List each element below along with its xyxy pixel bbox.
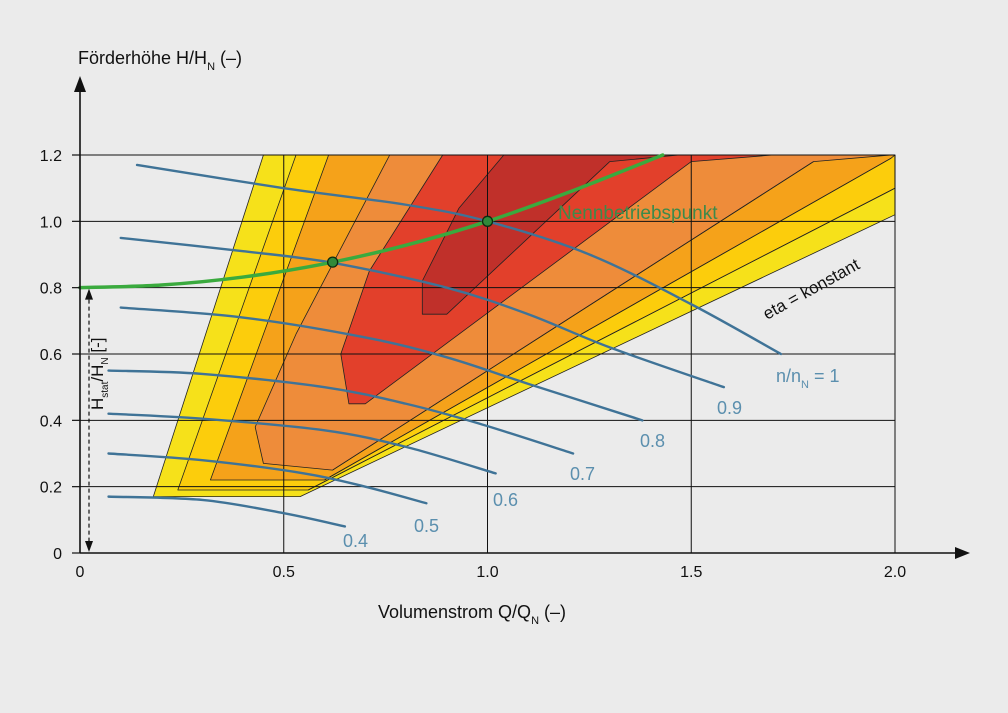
zone-boundary-line-3: [332, 161, 814, 471]
system-curve-group: [78, 153, 665, 290]
speed-label-0-8: 0.8: [640, 431, 665, 451]
zone-boundary-line-2: [324, 157, 892, 481]
nominal-point-label: Nennbetriebspunkt: [558, 203, 718, 224]
x-tick-label: 1.5: [680, 564, 702, 581]
speed-label-0-5: 0.5: [414, 516, 439, 536]
x-tick-label: 2.0: [884, 564, 906, 581]
y-tick-label: 0.8: [40, 281, 62, 298]
speed-curve-0-9: [119, 236, 726, 389]
x-tick-label: 0.5: [273, 564, 295, 581]
h-stat-arrow-down-icon: [85, 541, 93, 552]
y-tick-label: 0.6: [40, 347, 62, 364]
speed-label-0-7: 0.7: [570, 464, 595, 484]
speed-curve-0-4: [107, 495, 347, 528]
y-tick-label: 1.2: [40, 148, 62, 165]
zone-boundary-line-1: [308, 187, 896, 491]
chart-labels: Förderhöhe H/HN (–) Volumenstrom Q/QN (–…: [78, 48, 863, 627]
y-axis-arrow-icon: [74, 76, 86, 92]
operating-point-2: [481, 215, 494, 227]
system-curve: [78, 153, 665, 290]
h-stat-arrow-up-icon: [85, 288, 93, 300]
efficiency-zone-boundaries: [308, 157, 896, 491]
x-tick-label: 1.0: [476, 564, 498, 581]
speed-label-nominal: n/nN = 1: [776, 366, 840, 391]
y-tick-label: 0: [53, 546, 62, 563]
speed-curve-0-6: [107, 412, 497, 475]
speed-curve-0-5: [107, 452, 428, 505]
speed-curve-0-8: [119, 306, 644, 422]
speed-curves: [107, 163, 783, 528]
speed-label-0-4: 0.4: [343, 531, 368, 551]
efficiency-zones: [152, 154, 896, 498]
y-tick-label: 0.2: [40, 480, 62, 497]
x-axis-label: Volumenstrom Q/QN (–): [378, 602, 566, 627]
x-axis-arrow-icon: [955, 547, 970, 559]
y-tick-label: 0.4: [40, 413, 62, 430]
x-tick-label: 0: [76, 564, 85, 581]
speed-label-0-9: 0.9: [717, 398, 742, 418]
speed-curve-0-7: [107, 369, 575, 455]
speed-label-0-6: 0.6: [493, 490, 518, 510]
efficiency-zone-5: [340, 154, 774, 405]
h-stat-label: Hstat/HN [-]: [88, 338, 111, 410]
axes: 0 0.2 0.4 0.6 0.8 1.0 1.2 0 0.5 1.0 1.5 2.0: [40, 76, 970, 581]
y-tick-label: 1.0: [40, 214, 62, 231]
efficiency-zone-6: [421, 154, 680, 315]
y-axis-label: Förderhöhe H/HN (–): [78, 48, 242, 73]
operating-point-1: [326, 256, 339, 268]
operating-points: [326, 215, 494, 268]
